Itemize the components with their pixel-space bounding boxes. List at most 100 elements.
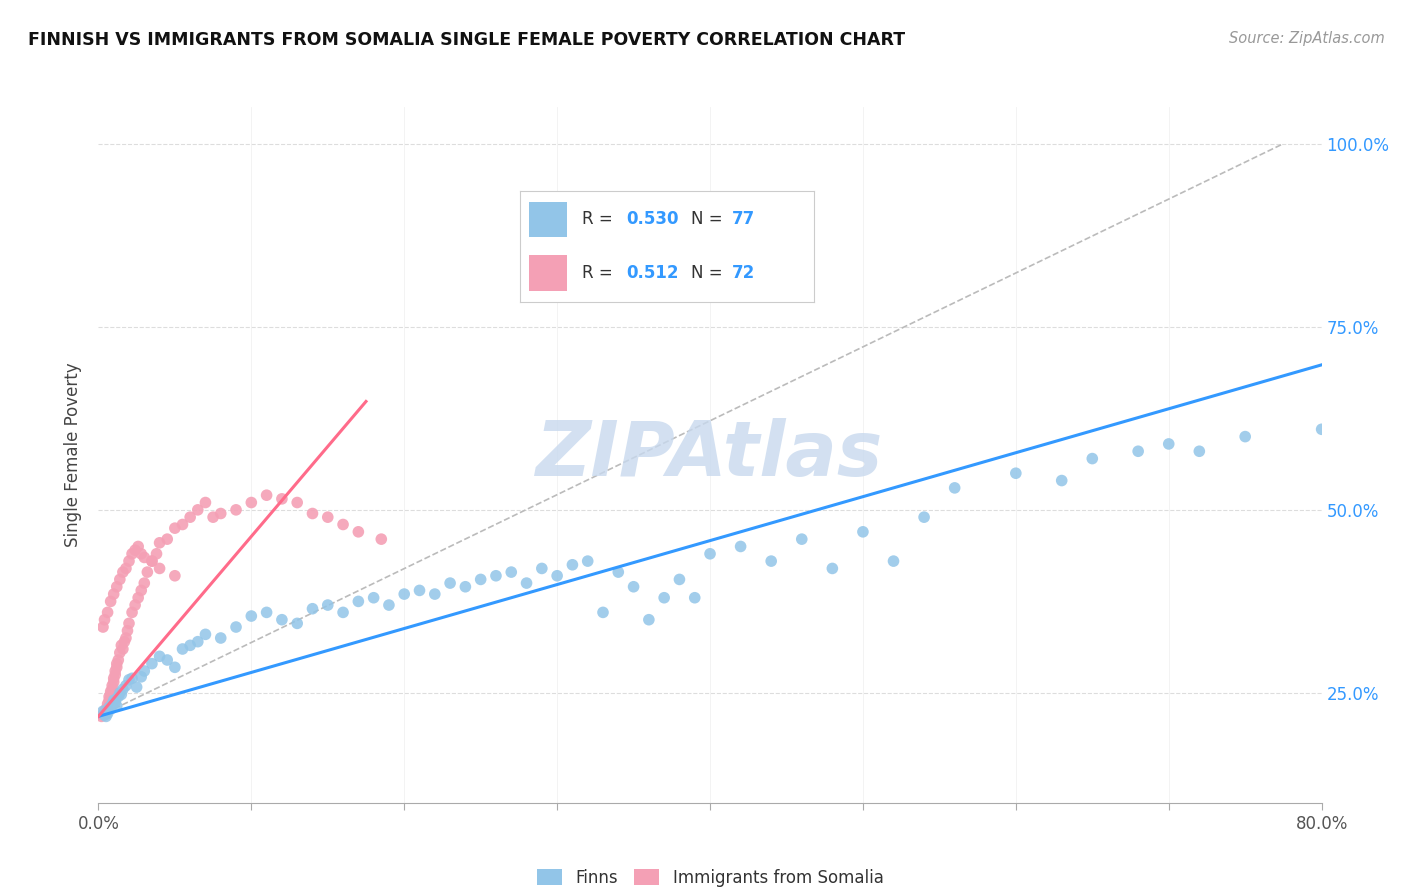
Point <box>98 700 121 714</box>
Point <box>256 488 278 502</box>
Point <box>637 613 661 627</box>
Point <box>256 606 278 620</box>
Point <box>240 609 263 624</box>
Point <box>163 521 186 535</box>
Point <box>111 642 134 657</box>
Point <box>209 507 232 521</box>
Point <box>134 664 156 678</box>
Point <box>790 532 813 546</box>
Point <box>104 667 127 681</box>
Point <box>285 495 308 509</box>
Point <box>912 510 935 524</box>
Point <box>883 554 905 568</box>
Point <box>134 550 156 565</box>
Point <box>408 583 430 598</box>
Point <box>1188 444 1211 458</box>
Point <box>118 673 141 687</box>
Point <box>592 606 614 620</box>
Point <box>378 598 401 612</box>
Point <box>97 697 120 711</box>
Text: N =: N = <box>690 211 727 228</box>
Point <box>209 631 232 645</box>
Point <box>100 687 122 701</box>
Point <box>179 638 201 652</box>
Point <box>347 594 370 608</box>
Point <box>91 620 114 634</box>
Point <box>97 606 120 620</box>
Point <box>163 568 186 582</box>
Point <box>105 699 128 714</box>
Point <box>530 561 553 575</box>
Point <box>129 583 152 598</box>
Point <box>145 547 167 561</box>
Point <box>94 706 117 721</box>
Point <box>93 704 115 718</box>
Text: 0.530: 0.530 <box>626 211 679 228</box>
Point <box>392 587 416 601</box>
Text: Source: ZipAtlas.com: Source: ZipAtlas.com <box>1229 31 1385 46</box>
Point <box>141 657 163 671</box>
Point <box>141 554 163 568</box>
Point <box>194 495 217 509</box>
Point <box>149 536 172 550</box>
Point <box>121 606 143 620</box>
Point <box>149 561 172 575</box>
Point <box>240 495 263 509</box>
Point <box>127 591 149 605</box>
Y-axis label: Single Female Poverty: Single Female Poverty <box>65 363 83 547</box>
Point <box>301 507 323 521</box>
Point <box>546 568 568 582</box>
Point <box>90 709 112 723</box>
Point <box>821 561 844 575</box>
Point <box>423 587 446 601</box>
Point <box>93 707 115 722</box>
Point <box>270 613 292 627</box>
Point <box>110 638 132 652</box>
Point <box>134 576 156 591</box>
Point <box>91 707 114 722</box>
Point <box>1310 422 1333 436</box>
Point <box>1157 437 1180 451</box>
Point <box>94 709 117 723</box>
Point <box>125 680 148 694</box>
Point <box>118 554 141 568</box>
Point <box>129 670 152 684</box>
Point <box>129 547 152 561</box>
Text: R =: R = <box>582 211 619 228</box>
Point <box>332 517 354 532</box>
Bar <box>529 202 568 237</box>
Point <box>454 580 477 594</box>
Point <box>285 616 308 631</box>
Point <box>105 657 128 671</box>
Point <box>363 591 385 605</box>
Point <box>270 491 292 506</box>
Text: 0.512: 0.512 <box>626 264 679 282</box>
Point <box>98 693 121 707</box>
Point <box>121 547 143 561</box>
Point <box>103 587 125 601</box>
Point <box>111 565 134 579</box>
Point <box>202 510 225 524</box>
Point <box>104 664 127 678</box>
Point <box>347 524 370 539</box>
Point <box>759 554 782 568</box>
Point <box>111 682 134 697</box>
Point <box>115 631 138 645</box>
Point <box>108 646 131 660</box>
Point <box>652 591 675 605</box>
Point <box>117 624 139 638</box>
Point <box>179 510 201 524</box>
Point <box>101 679 124 693</box>
Point <box>101 682 124 697</box>
Point <box>316 510 339 524</box>
Point <box>1234 429 1257 443</box>
Text: R =: R = <box>582 264 623 282</box>
Legend: Finns, Immigrants from Somalia: Finns, Immigrants from Somalia <box>530 862 890 892</box>
Point <box>115 561 138 575</box>
Point <box>149 649 172 664</box>
Point <box>194 627 217 641</box>
Point <box>91 704 114 718</box>
Point <box>97 706 120 721</box>
Point <box>103 693 125 707</box>
Point <box>943 481 966 495</box>
